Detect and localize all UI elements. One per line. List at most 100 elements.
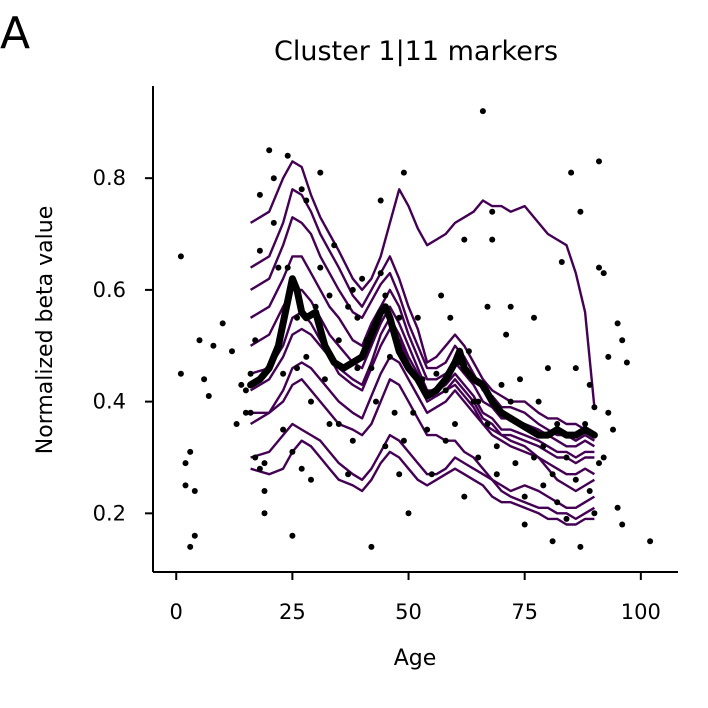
data-point	[317, 169, 324, 176]
data-point	[540, 443, 547, 450]
data-point	[312, 303, 319, 310]
data-point	[303, 353, 310, 360]
data-point	[521, 493, 528, 500]
data-point	[623, 359, 630, 366]
data-point	[647, 538, 654, 545]
data-point	[275, 342, 282, 349]
data-point	[540, 482, 547, 489]
data-point	[284, 264, 291, 271]
data-point	[596, 460, 602, 467]
data-point	[242, 387, 249, 394]
data-point	[586, 381, 593, 388]
data-point	[294, 365, 300, 372]
marker-line-3	[249, 216, 596, 442]
x-tick-label: 25	[279, 600, 306, 624]
data-point	[424, 426, 431, 433]
data-point	[554, 499, 561, 506]
data-point	[335, 337, 342, 344]
data-point	[614, 320, 621, 327]
data-point	[386, 353, 393, 360]
data-point	[280, 370, 287, 377]
data-point	[275, 264, 282, 271]
data-point	[187, 448, 194, 455]
data-point	[201, 376, 208, 383]
data-point	[205, 393, 212, 399]
data-point	[252, 454, 259, 461]
data-point	[177, 370, 184, 377]
data-point	[498, 381, 505, 388]
data-point	[363, 337, 370, 344]
data-point	[289, 448, 296, 455]
data-point	[261, 488, 268, 494]
data-point	[591, 510, 598, 517]
y-tick-label: 0.4	[93, 390, 126, 414]
data-point	[191, 488, 198, 494]
data-point	[442, 387, 449, 394]
data-point	[298, 465, 305, 472]
data-point	[354, 314, 361, 321]
data-point	[400, 437, 407, 444]
data-point	[442, 437, 449, 444]
data-point	[512, 460, 519, 467]
data-point	[345, 471, 352, 478]
data-point	[233, 421, 240, 427]
data-point	[298, 186, 305, 193]
data-point	[354, 365, 361, 372]
data-point	[531, 314, 537, 321]
data-point	[577, 543, 584, 550]
data-point	[238, 381, 245, 388]
data-point	[568, 169, 575, 176]
y-axis-label: Normalized beta value	[33, 206, 58, 454]
marker-line-11	[250, 439, 595, 526]
data-point	[303, 197, 310, 204]
data-point	[229, 348, 235, 355]
data-point	[563, 515, 570, 522]
plot-area	[177, 108, 654, 550]
data-point	[619, 337, 626, 344]
data-point	[544, 365, 551, 372]
y-tick-label: 0.2	[93, 501, 126, 525]
data-point	[280, 426, 287, 433]
data-point	[461, 493, 468, 500]
data-point	[414, 314, 421, 321]
data-point	[335, 421, 342, 427]
x-tick-label: 0	[170, 600, 183, 624]
data-point	[610, 426, 616, 433]
data-point	[256, 376, 263, 383]
data-point	[475, 398, 482, 405]
data-point	[270, 219, 277, 226]
data-point	[340, 365, 347, 372]
data-point	[242, 409, 249, 416]
x-tick-label: 75	[511, 600, 538, 624]
marker-line-8	[250, 422, 596, 509]
data-point	[605, 353, 612, 360]
data-point	[452, 421, 458, 427]
data-point	[619, 521, 626, 528]
data-point	[507, 303, 514, 310]
data-point	[549, 471, 556, 478]
marker-line-1	[249, 160, 596, 408]
data-point	[284, 152, 291, 159]
data-point	[479, 108, 486, 115]
data-point	[517, 376, 523, 383]
data-point	[582, 421, 589, 427]
data-point	[256, 465, 263, 472]
data-point	[196, 337, 203, 344]
data-point	[405, 510, 412, 517]
data-point	[359, 275, 366, 282]
data-point	[600, 270, 607, 277]
data-point	[191, 532, 198, 539]
data-point	[484, 421, 491, 427]
data-point	[391, 409, 398, 416]
data-point	[549, 538, 556, 545]
data-point	[308, 476, 314, 483]
data-point	[507, 398, 514, 405]
y-ticks: 0.2 0.4 0.6 0.8	[93, 166, 153, 525]
marker-line-10	[250, 378, 596, 521]
data-point	[247, 409, 254, 416]
marker-line-4	[249, 255, 596, 448]
chart-title: Cluster 1|11 markers	[274, 36, 558, 67]
panel-label: A	[0, 8, 30, 59]
data-point	[526, 426, 533, 433]
